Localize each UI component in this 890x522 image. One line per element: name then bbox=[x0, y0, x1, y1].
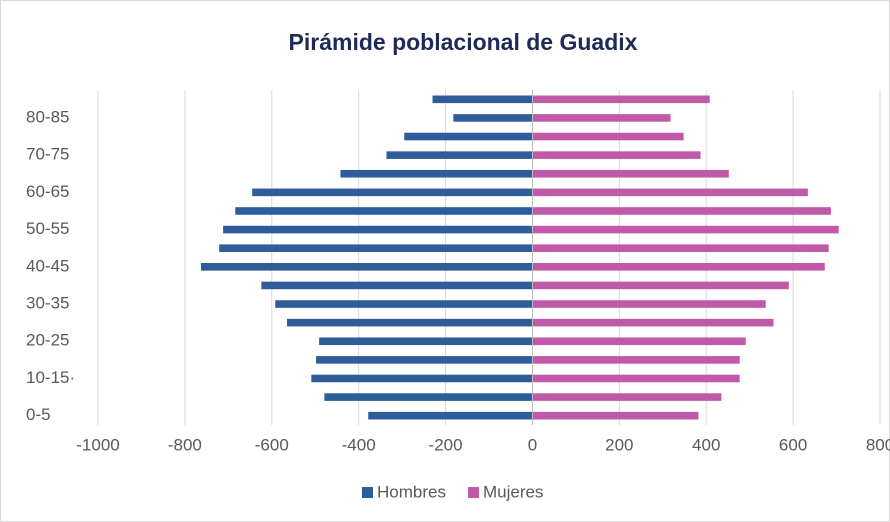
bar bbox=[324, 393, 533, 401]
bar bbox=[532, 411, 699, 420]
bar bbox=[286, 318, 533, 327]
x-tick-label: -600 bbox=[255, 435, 289, 454]
bar bbox=[453, 114, 533, 122]
bar bbox=[368, 411, 533, 420]
y-tick-label: 40-45 bbox=[26, 256, 69, 275]
bar bbox=[219, 244, 533, 252]
y-tick-label: 50-55 bbox=[26, 219, 69, 238]
bar bbox=[532, 169, 729, 178]
legend-label: Hombres bbox=[377, 482, 446, 501]
bar bbox=[432, 95, 533, 104]
bar bbox=[532, 114, 671, 122]
bar bbox=[532, 263, 825, 271]
bar bbox=[532, 337, 746, 346]
bar bbox=[319, 337, 533, 346]
x-tick-label: -200 bbox=[429, 435, 463, 454]
bar bbox=[404, 132, 533, 141]
bar bbox=[316, 356, 533, 364]
bar bbox=[275, 300, 533, 308]
bar bbox=[532, 300, 766, 308]
x-tick-label: -800 bbox=[168, 435, 202, 454]
x-tick-label: -400 bbox=[342, 435, 376, 454]
bar bbox=[532, 281, 789, 290]
x-tick-label: 800 bbox=[866, 435, 890, 454]
x-tick-label: 200 bbox=[605, 435, 633, 454]
bar bbox=[311, 374, 533, 383]
x-tick-label: 0 bbox=[528, 435, 537, 454]
x-tick-label: 600 bbox=[779, 435, 807, 454]
bar bbox=[532, 188, 808, 197]
legend-swatch bbox=[362, 487, 373, 498]
chart-title: Pirámide poblacional de Guadix bbox=[289, 29, 638, 55]
y-tick-label: 60-65 bbox=[26, 182, 69, 201]
x-tick-label: -1000 bbox=[76, 435, 119, 454]
bar bbox=[532, 132, 684, 141]
bar bbox=[532, 393, 722, 401]
bar bbox=[200, 263, 533, 271]
bar bbox=[223, 225, 533, 234]
bar bbox=[532, 374, 740, 383]
bar bbox=[532, 95, 710, 104]
bar bbox=[532, 244, 829, 252]
legend-swatch bbox=[467, 487, 479, 498]
y-tick-label: 80-85 bbox=[26, 107, 69, 126]
bar bbox=[340, 169, 533, 178]
bar bbox=[252, 188, 533, 197]
bar bbox=[532, 151, 701, 159]
bar bbox=[532, 207, 831, 215]
bar bbox=[235, 207, 533, 215]
bar bbox=[386, 151, 533, 159]
bar bbox=[261, 281, 533, 290]
y-tick-label: 20-25 bbox=[26, 331, 69, 350]
bar bbox=[532, 356, 740, 364]
y-tick-label: 30-35 bbox=[26, 294, 69, 313]
bar bbox=[532, 225, 839, 234]
x-tick-label: 400 bbox=[692, 435, 720, 454]
y-tick-label: 10-15· bbox=[26, 368, 75, 387]
legend-label: Mujeres bbox=[483, 482, 543, 501]
y-tick-label: 0-5 bbox=[26, 405, 51, 424]
bar bbox=[532, 318, 774, 327]
y-tick-label: 70-75 bbox=[26, 145, 69, 164]
